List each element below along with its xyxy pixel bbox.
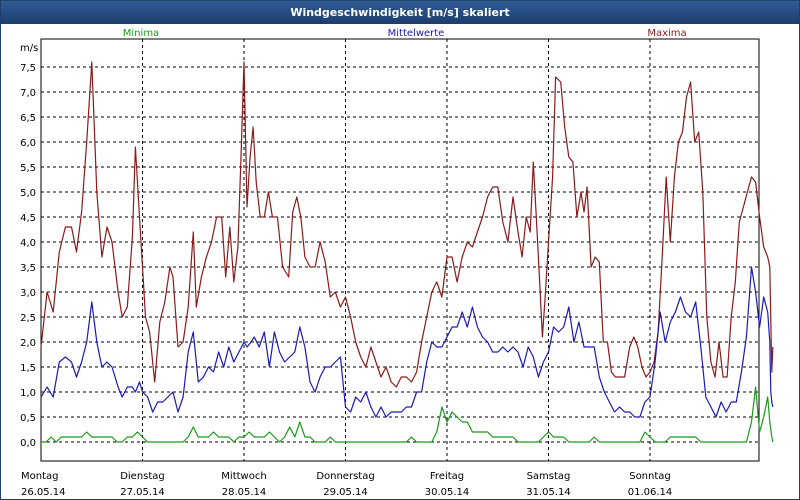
legend-item: Minima bbox=[123, 28, 159, 39]
window-title: Windgeschwindigkeit [m/s] skaliert bbox=[1, 1, 799, 24]
series-line-mittelwerte bbox=[40, 266, 774, 418]
y-tick-label: 5,0 bbox=[20, 188, 36, 199]
x-tick-weekday: Dienstag bbox=[120, 471, 165, 482]
x-tick-date: 31.05.14 bbox=[526, 487, 571, 498]
y-tick-label: 1,5 bbox=[20, 363, 36, 374]
plot-area bbox=[40, 38, 760, 462]
y-tick-label: 6,0 bbox=[20, 138, 36, 149]
y-tick-label: 2,0 bbox=[20, 338, 36, 349]
x-tick-weekday: Donnerstag bbox=[316, 471, 374, 482]
y-tick-label: 0,5 bbox=[20, 413, 36, 424]
y-tick-label: 2,5 bbox=[20, 313, 36, 324]
x-tick-weekday: Montag bbox=[21, 471, 58, 482]
series-line-maxima bbox=[40, 61, 774, 388]
x-tick-date: 29.05.14 bbox=[323, 487, 368, 498]
x-tick-date: 26.05.14 bbox=[21, 487, 66, 498]
y-tick-label: 4,0 bbox=[20, 238, 36, 249]
legend-item: Mittelwerte bbox=[388, 28, 445, 39]
y-tick-label: 7,5 bbox=[20, 63, 36, 74]
y-axis: m/s 0,0 0,5 1,0 1,5 2,0 2,5 3,0 3,5 4,0 4,5 5,0 5,5… bbox=[20, 43, 38, 449]
x-tick-date: 28.05.14 bbox=[222, 487, 267, 498]
x-tick-weekday: Freitag bbox=[430, 471, 464, 482]
x-tick-date: 27.05.14 bbox=[120, 487, 165, 498]
x-axis: Montag 26.05.14 Dienstag 27.05.14 Mittwoch 28… bbox=[21, 471, 672, 498]
series-line-minima bbox=[41, 386, 774, 443]
y-tick-label: 1,0 bbox=[20, 388, 36, 399]
y-tick-label: 6,5 bbox=[20, 113, 36, 124]
x-tick-date: 30.05.14 bbox=[425, 487, 470, 498]
y-tick-label: 3,0 bbox=[20, 288, 36, 299]
y-tick-label: 0,0 bbox=[20, 438, 36, 449]
y-tick-label: 7,0 bbox=[20, 88, 36, 99]
series-group bbox=[40, 61, 774, 443]
legend: Minima Mittelwerte Maxima bbox=[123, 28, 687, 39]
y-tick-label: 3,5 bbox=[20, 263, 36, 274]
y-axis-label: m/s bbox=[20, 43, 38, 54]
x-tick-weekday: Samstag bbox=[527, 471, 571, 482]
x-tick-weekday: Sonntag bbox=[629, 471, 671, 482]
legend-item: Maxima bbox=[647, 28, 686, 39]
x-tick-weekday: Mittwoch bbox=[221, 471, 266, 482]
y-tick-label: 5,5 bbox=[20, 163, 36, 174]
x-tick-date: 01.06.14 bbox=[628, 487, 673, 498]
y-tick-label: 4,5 bbox=[20, 213, 36, 224]
